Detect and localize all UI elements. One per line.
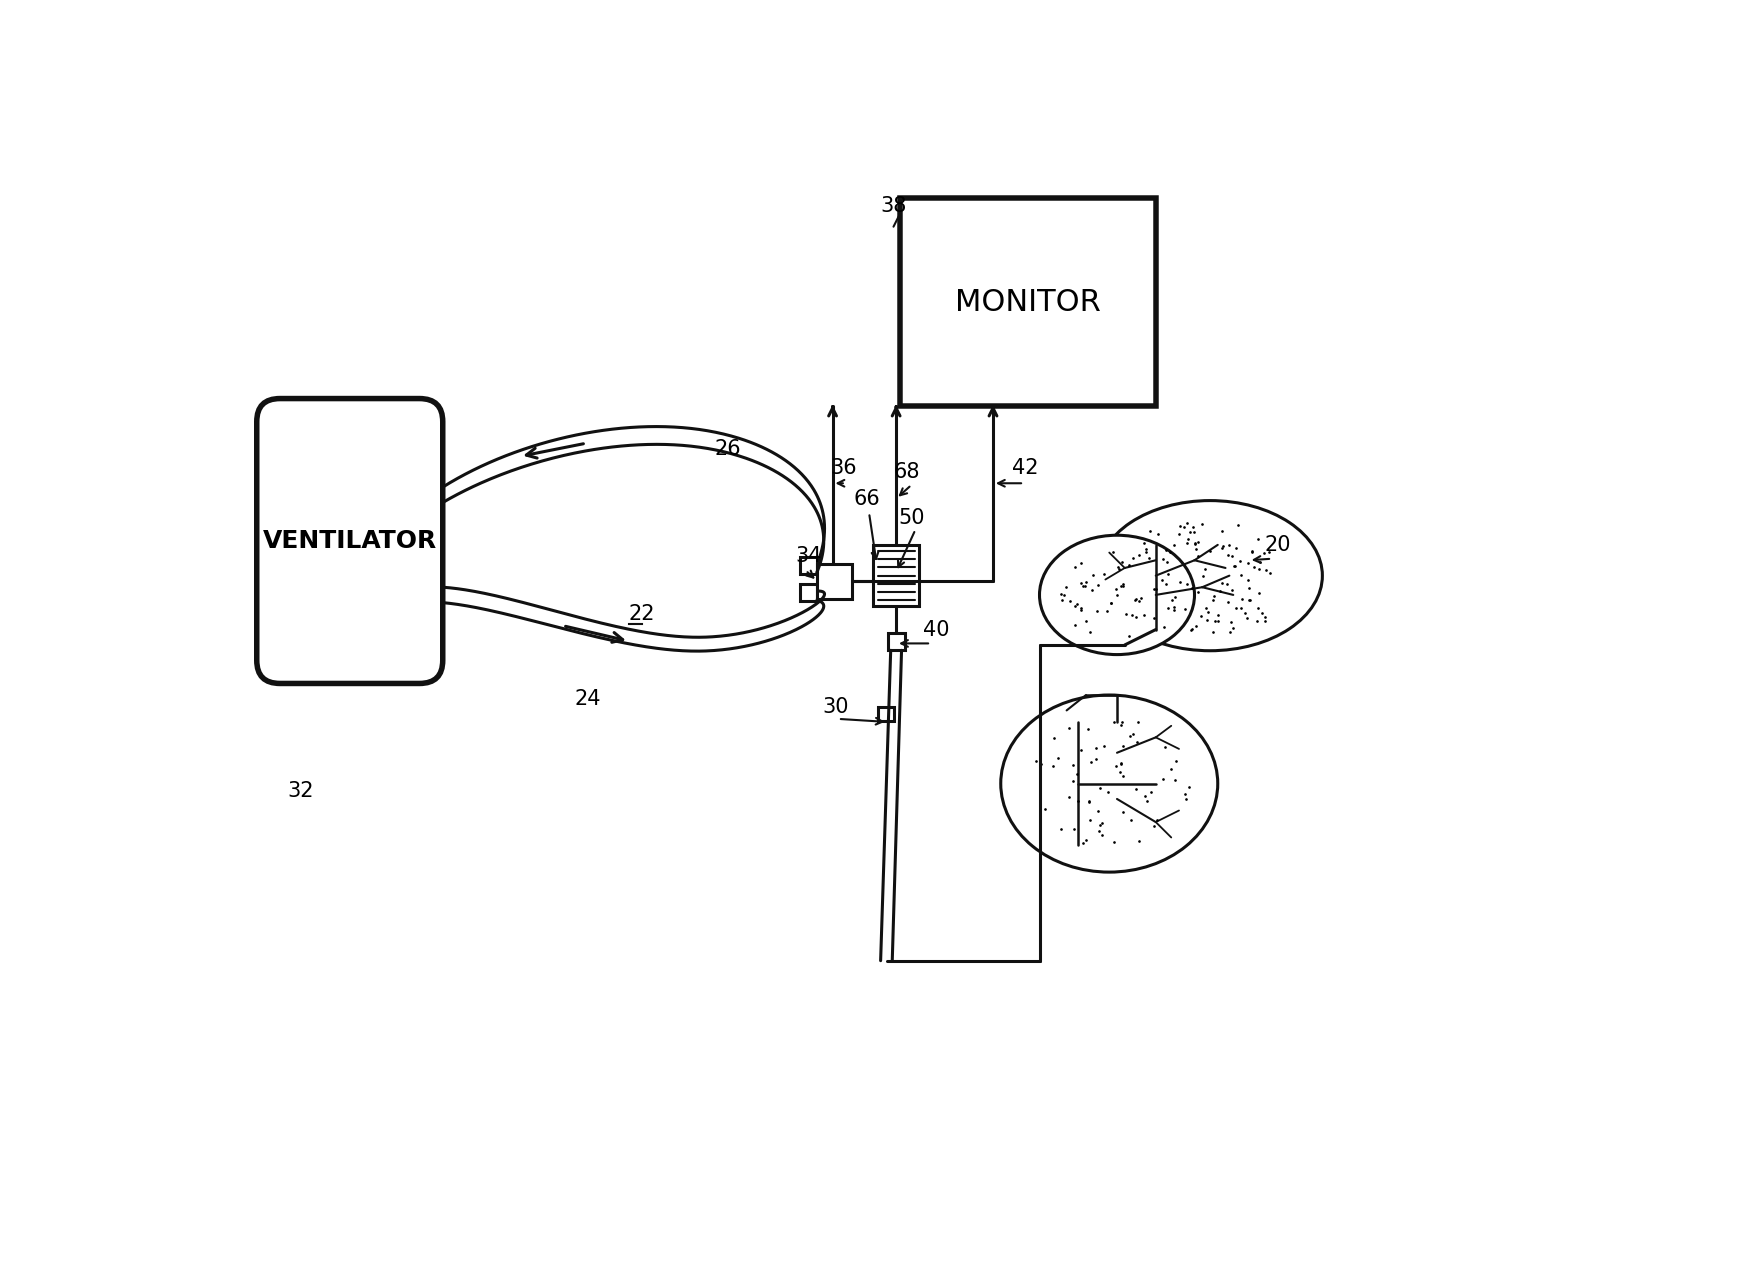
Text: 20: 20 <box>1264 535 1291 555</box>
Text: 36: 36 <box>830 458 856 478</box>
Text: 68: 68 <box>893 462 921 482</box>
Text: 26: 26 <box>713 439 741 459</box>
Text: 22: 22 <box>630 604 656 624</box>
Text: 24: 24 <box>574 689 602 709</box>
Bar <box>800 557 818 574</box>
Bar <box>900 198 1156 406</box>
Text: 32: 32 <box>288 781 314 801</box>
Text: 66: 66 <box>853 488 881 508</box>
Ellipse shape <box>1001 695 1217 872</box>
Text: MONITOR: MONITOR <box>956 288 1100 317</box>
Bar <box>874 545 919 606</box>
Text: 30: 30 <box>823 696 849 716</box>
Bar <box>879 708 893 721</box>
Bar <box>818 564 853 598</box>
Text: 38: 38 <box>881 197 907 216</box>
Text: 34: 34 <box>795 547 821 567</box>
Bar <box>800 585 818 601</box>
Text: 42: 42 <box>1012 458 1039 478</box>
Ellipse shape <box>1039 535 1195 654</box>
Text: 50: 50 <box>898 508 924 527</box>
FancyBboxPatch shape <box>256 398 443 683</box>
Text: VENTILATOR: VENTILATOR <box>263 529 438 553</box>
Ellipse shape <box>1097 501 1322 650</box>
Text: 40: 40 <box>923 620 950 639</box>
Bar <box>888 633 905 649</box>
